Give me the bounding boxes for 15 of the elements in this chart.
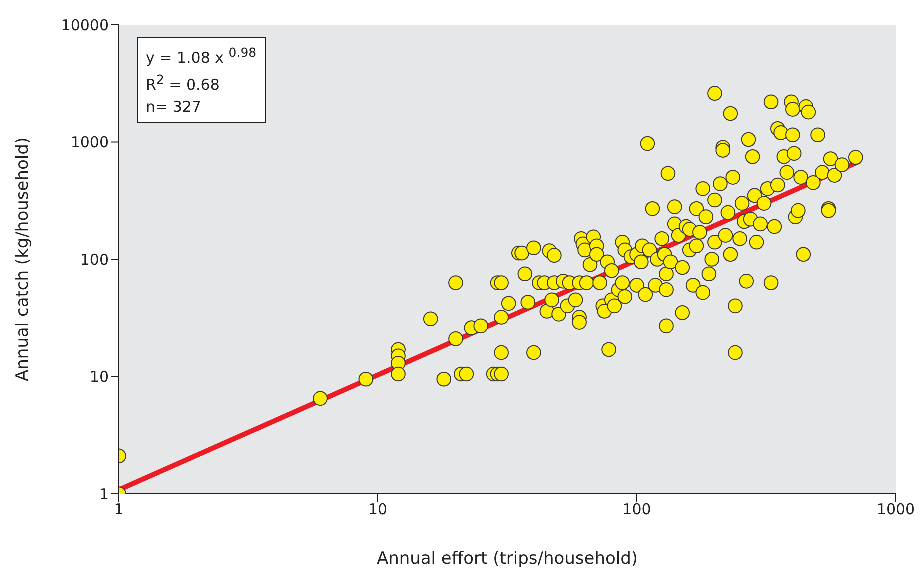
y-tick-label: 1000 [70, 134, 109, 152]
y-axis-title: Annual catch (kg/household) [13, 137, 34, 382]
x-tick-label: 1 [114, 500, 124, 519]
annotation: R$^{2}$ = 0.68 [146, 71, 221, 96]
annotation: n= 327 [146, 97, 202, 118]
x-tick-label: 100 [622, 500, 652, 519]
y-tick-label: 10000 [61, 16, 109, 34]
note-box: y = 1.08 x $^{0.98}$ R$^{2}$ = 0.68 n= 327 [137, 37, 266, 123]
annotation: y = 1.08 x $^{0.98}$ [146, 44, 257, 69]
y-tick-label: 1 [99, 485, 109, 504]
y-tick-label: 10 [90, 368, 109, 386]
x-axis-title: Annual effort (trips/household) [376, 549, 638, 569]
x-tick-label: 1000 [876, 500, 916, 519]
y-tick-label: 100 [80, 250, 109, 269]
x-tick-label: 10 [368, 500, 388, 519]
